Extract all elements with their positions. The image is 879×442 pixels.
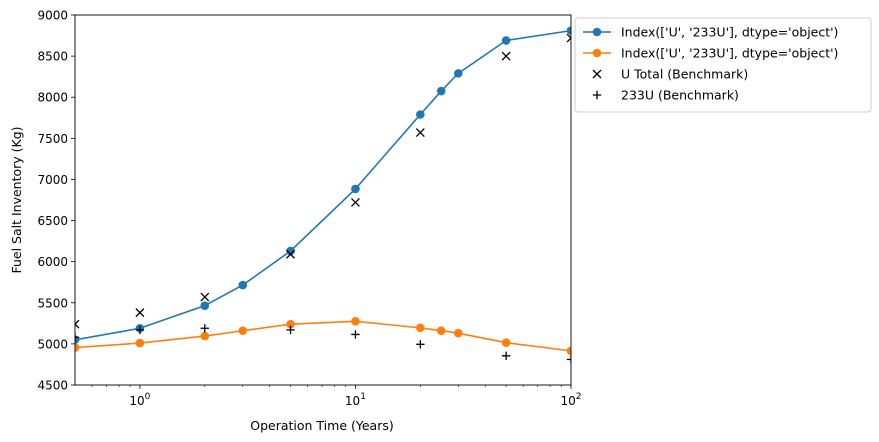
series-3 — [75, 324, 571, 364]
x-tick-label: 100 — [129, 392, 150, 408]
legend-entry: U Total (Benchmark) — [592, 67, 748, 82]
plot-area — [75, 26, 571, 364]
data-point — [200, 292, 210, 302]
legend-label: 233U (Benchmark) — [621, 88, 739, 103]
data-point — [416, 340, 425, 349]
legend-marker — [592, 48, 602, 58]
y-tick-label: 6500 — [37, 214, 68, 228]
x-axis-title: Operation Time (Years) — [250, 418, 393, 433]
legend-entry: Index(['U', '233U'], dtype='object') — [583, 46, 838, 61]
y-tick-label: 7000 — [37, 173, 68, 187]
data-point — [453, 328, 463, 338]
data-point — [135, 308, 145, 318]
plot-frame — [74, 14, 572, 386]
data-point — [566, 33, 571, 43]
data-point — [415, 128, 425, 138]
data-point — [75, 333, 80, 342]
data-point — [286, 319, 295, 329]
y-tick-label: 4500 — [37, 379, 68, 393]
data-point — [501, 36, 511, 45]
data-point — [566, 355, 571, 364]
data-point — [436, 86, 446, 96]
y-tick-label: 8500 — [37, 50, 68, 64]
data-point — [75, 319, 80, 329]
data-point — [351, 330, 360, 339]
data-point — [416, 110, 425, 119]
data-point — [416, 323, 425, 333]
y-tick-label: 5000 — [37, 337, 68, 351]
legend-box — [574, 17, 872, 113]
series-1 — [75, 316, 571, 356]
data-point — [351, 184, 360, 194]
y-tick-label: 7500 — [37, 132, 68, 146]
legend-marker — [592, 90, 602, 100]
legend-entry: 233U (Benchmark) — [592, 88, 739, 103]
data-point — [350, 198, 360, 207]
series-2 — [75, 33, 571, 329]
x-tick-label: 102 — [560, 392, 581, 408]
legend-marker — [592, 69, 602, 79]
data-point — [566, 346, 571, 356]
data-point — [286, 325, 295, 335]
y-tick-label: 9000 — [37, 9, 68, 23]
legend-label: Index(['U', '233U'], dtype='object') — [621, 46, 838, 61]
y-axis-title: Fuel Salt Inventory (Kg) — [9, 126, 24, 273]
data-point — [238, 326, 248, 336]
series-0 — [75, 26, 571, 345]
data-point — [286, 246, 295, 256]
legend-entry: Index(['U', '233U'], dtype='object') — [583, 25, 838, 40]
legend-marker — [592, 27, 602, 37]
data-point — [135, 325, 145, 335]
y-tick-label: 5500 — [37, 296, 68, 310]
data-point — [566, 26, 571, 35]
y-tick-label: 8000 — [37, 91, 68, 105]
data-point — [436, 326, 446, 336]
data-point — [238, 280, 248, 290]
legend-label: U Total (Benchmark) — [621, 67, 748, 82]
x-tick-label: 101 — [345, 392, 366, 408]
legend-label: Index(['U', '233U'], dtype='object') — [621, 25, 838, 40]
data-point — [286, 249, 296, 259]
data-point — [135, 338, 145, 348]
y-tick-label: 6000 — [37, 255, 68, 269]
data-point — [501, 351, 511, 361]
data-point — [200, 331, 210, 341]
data-point — [351, 316, 360, 326]
legend: Index(['U', '233U'], dtype='object') Inde… — [574, 17, 872, 113]
data-point — [501, 338, 511, 347]
data-point — [501, 51, 511, 61]
data-point — [200, 324, 209, 333]
data-point — [453, 69, 463, 78]
series-line — [75, 29, 571, 341]
data-point — [75, 343, 80, 352]
data-point — [200, 301, 210, 310]
